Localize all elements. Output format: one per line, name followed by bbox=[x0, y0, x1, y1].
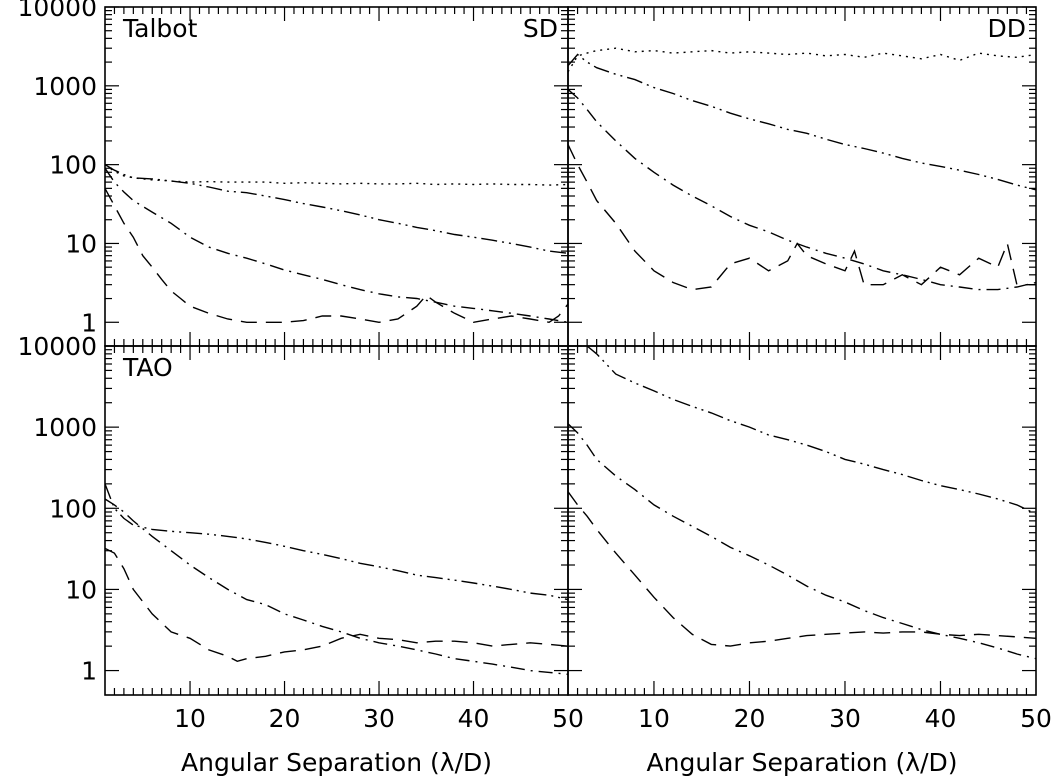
series-dash-dot-dot bbox=[105, 483, 568, 601]
x-tick-label: 50 bbox=[552, 704, 584, 733]
panel-top-left: 1 10 100 1000 10000 Talbot SD bbox=[17, 0, 569, 347]
x-tick-label: 10 bbox=[638, 704, 670, 733]
y-tick-label: 1000 bbox=[33, 72, 97, 101]
panel-bottom-right: 10 20 30 40 50 Angular Separation (λ/D) bbox=[567, 345, 1052, 777]
y-tick-label: 10 bbox=[65, 229, 97, 258]
series-dotted bbox=[105, 164, 568, 186]
panel-frame bbox=[104, 6, 569, 347]
series-dash-dot bbox=[105, 498, 568, 675]
panel-label: SD bbox=[523, 14, 558, 43]
series-dashed bbox=[568, 491, 1036, 647]
series-dashed bbox=[105, 547, 568, 663]
panel-top-right: DD bbox=[567, 6, 1037, 347]
series-dash-dot bbox=[105, 167, 568, 323]
y-tick-label: 10000 bbox=[17, 332, 97, 361]
series-dash-dot-dot bbox=[105, 163, 568, 254]
series-dashed bbox=[105, 188, 568, 324]
series-dashed bbox=[568, 144, 1036, 291]
x-axis-title: Angular Separation (λ/D) bbox=[647, 748, 958, 777]
panel-label: DD bbox=[987, 14, 1026, 43]
y-tick-label: 1 bbox=[81, 308, 97, 337]
x-tick-label: 50 bbox=[1020, 704, 1052, 733]
series-dash-dot-dot bbox=[568, 53, 1036, 191]
panel-frame bbox=[104, 345, 569, 696]
x-tick-label: 10 bbox=[174, 704, 206, 733]
series-dash-dot-dot bbox=[586, 346, 1036, 515]
series-dotted bbox=[568, 47, 1036, 73]
panel-frame bbox=[567, 6, 1037, 347]
x-tick-label: 40 bbox=[458, 704, 490, 733]
y-tick-label: 10000 bbox=[17, 0, 97, 22]
y-tick-label: 100 bbox=[49, 151, 97, 180]
panel-label: TAO bbox=[122, 353, 173, 382]
panel-bottom-left: 1 10 100 1000 10000 10 20 30 40 50 Angular Separat… bbox=[17, 332, 583, 777]
x-tick-label: 30 bbox=[363, 704, 395, 733]
panel-frame bbox=[567, 345, 1037, 696]
x-tick-label: 40 bbox=[925, 704, 957, 733]
y-tick-label: 10 bbox=[65, 575, 97, 604]
x-tick-label: 30 bbox=[829, 704, 861, 733]
series-dash-dot bbox=[568, 88, 1036, 291]
x-axis-title: Angular Separation (λ/D) bbox=[181, 748, 492, 777]
y-tick-label: 1 bbox=[81, 657, 97, 686]
y-tick-label: 100 bbox=[49, 494, 97, 523]
panel-label: Talbot bbox=[122, 14, 198, 43]
series-dash-dot bbox=[568, 423, 1036, 660]
x-tick-label: 20 bbox=[734, 704, 766, 733]
y-tick-label: 1000 bbox=[33, 413, 97, 442]
x-tick-label: 20 bbox=[269, 704, 301, 733]
